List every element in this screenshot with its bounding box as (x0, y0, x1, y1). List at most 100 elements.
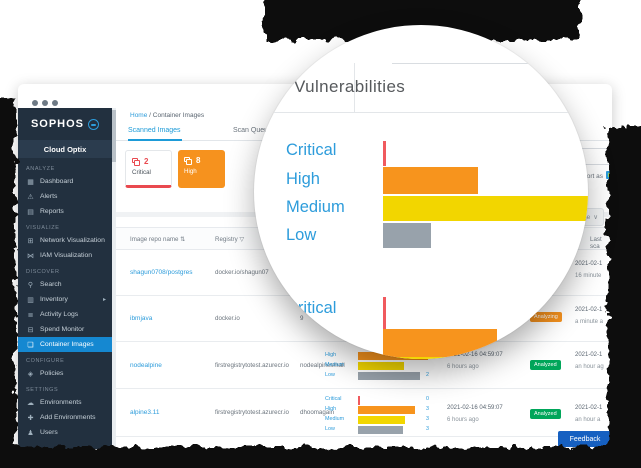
tab-scanned-images[interactable]: Scanned Images (128, 127, 181, 134)
filter-icon[interactable]: ▽ (239, 236, 245, 243)
vulnerabilities-title: Vulnerabilities (294, 77, 406, 96)
hover-critical-bar (383, 297, 386, 329)
critical-count: 2 (144, 157, 149, 166)
sidebar-item-environments[interactable]: ☁ Environments (27, 399, 82, 407)
sidebar-item-users[interactable]: ♟ Users (27, 429, 58, 437)
card-top-border (392, 63, 588, 64)
reports-icon: ▤ (27, 208, 34, 216)
section-discover: DISCOVER (26, 269, 60, 275)
hover-medium-bar (383, 357, 483, 359)
sidebar-item-iam-visualization[interactable]: ⋈ IAM Visualization (27, 252, 93, 260)
environments-icon: ☁ (27, 399, 34, 407)
sidebar-item-container-images[interactable]: ❏ Container Images (18, 337, 112, 352)
critical-value-bar (383, 141, 386, 166)
critical-card-label: Critical (132, 169, 151, 176)
sidebar-item-search[interactable]: ⚲ Search (27, 281, 62, 289)
medium-value-bar (383, 196, 588, 221)
image-repo-link[interactable]: ibmjava (130, 315, 153, 322)
sidebar-scrollbar-thumb[interactable] (112, 110, 116, 162)
low-bar (358, 426, 403, 434)
medium-bar (358, 416, 405, 424)
window-dot-close[interactable] (32, 100, 38, 106)
window-dot-minimize[interactable] (42, 100, 48, 106)
sophos-logo: SOPHOS (30, 118, 85, 130)
status-badge: Analyzed (530, 409, 561, 419)
section-visualize: VISUALIZE (26, 225, 60, 231)
hover-row-label-critical: Critical (286, 299, 337, 317)
card-divider (254, 112, 588, 113)
users-icon: ♟ (27, 429, 34, 437)
status-badge: Analyzed (530, 360, 561, 370)
network-visualization-icon: ⊞ (27, 237, 34, 245)
iam-visualization-icon: ⋈ (27, 252, 34, 260)
spend-monitor-icon: ⊟ (27, 326, 34, 334)
high-count: 8 (196, 156, 201, 165)
summary-card-high[interactable]: 8 High (178, 150, 225, 188)
section-settings: SETTINGS (26, 387, 59, 393)
container-images-icon: ❏ (27, 341, 34, 349)
breadcrumb: Home / Container Images (130, 112, 205, 119)
hover-high-bar (383, 329, 497, 357)
status-badge: Analyzing (530, 312, 562, 322)
window-controls[interactable] (32, 93, 62, 111)
torn-edge-bottom (0, 447, 641, 468)
sidebar-item-add-environments[interactable]: ✚ Add Environments (27, 414, 96, 422)
sidebar-item-network-visualization[interactable]: ⊞ Network Visualization (27, 237, 105, 245)
high-images-icon (184, 156, 192, 165)
sidebar-scrollbar[interactable] (112, 108, 116, 449)
column-last-scan[interactable]: Last sca (590, 236, 602, 250)
sidebar-item-policies[interactable]: ◈ Policies (27, 370, 64, 378)
sophos-cloud-icon (88, 118, 100, 130)
chevron-right-icon: ▸ (102, 297, 106, 303)
image-repo-link[interactable]: nodealpine (130, 362, 162, 369)
summary-card-critical[interactable]: 2 Critical (125, 150, 172, 188)
sidebar-item-dashboard[interactable]: ▦ Dashboard (27, 178, 74, 186)
critical-bar (358, 396, 360, 405)
alerts-icon: ⚠ (27, 193, 34, 201)
image-repo-link[interactable]: alpine3.11 (130, 409, 160, 416)
product-title: Cloud Optix (18, 140, 112, 158)
chart-label-medium: Medium (286, 198, 345, 216)
table-row[interactable]: alpine3.11 firstregistrytotest.azurecr.i… (116, 389, 612, 437)
sidebar-item-reports[interactable]: ▤ Reports (27, 208, 64, 216)
high-bar (358, 406, 415, 414)
sidebar-item-spend-monitor[interactable]: ⊟ Spend Monitor (27, 326, 85, 334)
activity-logs-icon: ≣ (27, 311, 34, 319)
dashboard-icon: ▦ (27, 178, 34, 186)
torn-edge-right (608, 127, 641, 468)
low-value-bar (383, 223, 431, 248)
tab-scan-queue[interactable]: Scan Queue (233, 127, 272, 134)
chart-label-low: Low (286, 226, 317, 244)
card-left-border (354, 63, 355, 113)
inventory-icon: ▥ (27, 296, 34, 304)
cursor-icon (310, 326, 322, 338)
high-card-label: High (184, 168, 197, 175)
sidebar: SOPHOS Cloud Optix ANALYZE ▦ Dashboard ⚠ A… (18, 108, 112, 449)
column-image-repo-name[interactable]: Image repo name ⇅ (130, 236, 186, 243)
sidebar-item-activity-logs[interactable]: ≣ Activity Logs (27, 311, 79, 319)
chart-label-critical: Critical (286, 141, 337, 159)
section-configure: CONFIGURE (26, 358, 65, 364)
sidebar-item-alerts[interactable]: ⚠ Alerts (27, 193, 58, 201)
sort-icon[interactable]: ⇅ (180, 236, 186, 243)
critical-images-icon (132, 157, 140, 166)
window-dot-maximize[interactable] (52, 100, 58, 106)
column-registry[interactable]: Registry ▽ (215, 236, 245, 243)
low-bar (358, 372, 420, 380)
sidebar-item-inventory[interactable]: ▥ Inventory ▸ (27, 296, 106, 304)
section-analyze: ANALYZE (26, 166, 55, 172)
excel-export-icon[interactable] (606, 171, 612, 179)
torn-edge-left (0, 98, 15, 468)
active-tab-indicator (128, 139, 182, 141)
add-environments-icon: ✚ (27, 414, 34, 422)
medium-bar (358, 362, 404, 370)
breadcrumb-home-link[interactable]: Home (130, 112, 148, 119)
chevron-down-icon: ∨ (593, 214, 598, 221)
high-value-bar (383, 167, 478, 194)
feedback-button[interactable]: Feedback (558, 431, 612, 447)
chart-label-high: High (286, 170, 320, 188)
search-icon: ⚲ (27, 281, 34, 289)
policies-icon: ◈ (27, 370, 34, 378)
magnifier-circle: Vulnerabilities Critical High Medium Low… (254, 25, 588, 359)
image-repo-link[interactable]: shagun0708/postgres (130, 269, 193, 276)
